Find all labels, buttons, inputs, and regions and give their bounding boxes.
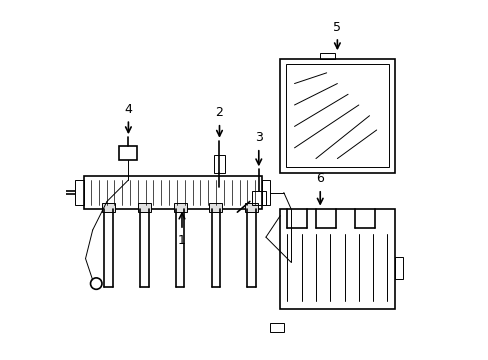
Bar [102,203,115,212]
Text: 2: 2 [215,106,223,119]
Bar [138,203,151,212]
Bar [394,257,403,279]
Bar [83,176,262,208]
Bar [280,59,394,173]
Bar [280,208,394,309]
Text: 6: 6 [316,172,324,185]
Bar [251,191,265,205]
Text: 5: 5 [333,21,341,33]
Bar [262,180,269,205]
Text: 4: 4 [124,103,132,116]
Bar [320,53,334,59]
Bar [173,203,186,212]
Bar [209,203,222,212]
Bar [244,203,258,212]
Bar [214,155,224,173]
Text: 1: 1 [178,234,185,247]
Text: 3: 3 [254,131,262,144]
Bar [269,323,283,332]
Bar [285,64,388,167]
Bar [119,146,137,160]
Bar [75,180,83,205]
